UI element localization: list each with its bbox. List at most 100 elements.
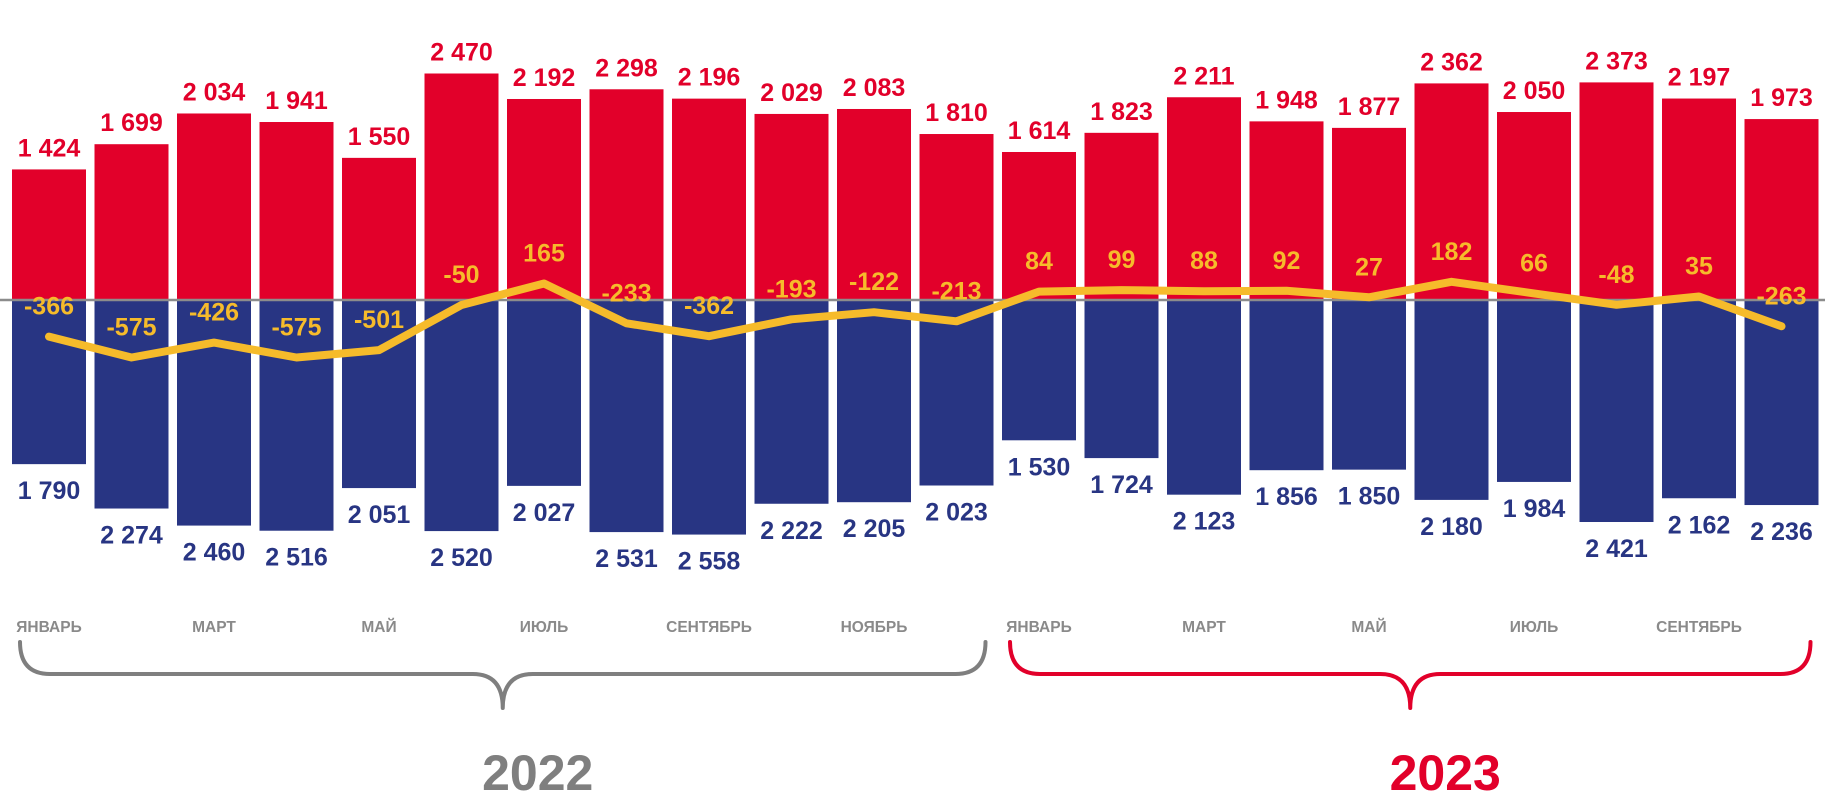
label-positive-22: 1 973: [1750, 84, 1813, 112]
label-balance-11: -122: [849, 268, 899, 296]
label-balance-20: -48: [1598, 261, 1634, 289]
bar-negative-7: [507, 300, 581, 486]
year-brace-1: [18, 640, 988, 710]
label-balance-8: -233: [601, 279, 651, 307]
bar-positive-19: [1497, 112, 1571, 300]
label-balance-18: 182: [1431, 238, 1473, 266]
bar-negative-2: [94, 300, 169, 509]
month-label-7: ЯНВАРЬ: [1006, 619, 1071, 636]
bar-negative-4: [259, 300, 334, 531]
bar-negative-21: [1662, 300, 1736, 499]
bar-negative-15: [1167, 300, 1241, 495]
label-negative-6: 2 520: [430, 544, 493, 572]
label-positive-1: 1 424: [18, 134, 81, 162]
bar-negative-19: [1497, 300, 1571, 482]
label-balance-1: -366: [24, 293, 74, 321]
bar-positive-20: [1579, 82, 1654, 300]
label-positive-11: 2 083: [843, 74, 906, 102]
month-label-5: СЕНТЯБРЬ: [666, 619, 752, 636]
label-positive-2: 1 699: [100, 109, 163, 137]
month-axis: ЯНВАРЬ МАРТ МАЙ ИЮЛЬ СЕНТЯБРЬ НОЯБРЬ ЯНВАРЬ МАР…: [16, 618, 1742, 636]
label-balance-2: -575: [106, 314, 156, 342]
label-positive-3: 2 034: [183, 78, 246, 106]
bar-negative-22: [1744, 300, 1819, 506]
label-negative-11: 2 205: [843, 515, 906, 543]
month-label-6: НОЯБРЬ: [841, 619, 908, 636]
label-negative-9: 2 558: [678, 548, 741, 576]
labels-balance: -366 -575 -426 -575 -501 -50 165 -233 -362 -193 -1…: [24, 238, 1807, 342]
bar-negative-8: [589, 300, 664, 533]
labels-positive: 1 424 1 699 2 034 1 941 1 550 2 470 2 192 2 298…: [18, 39, 1813, 163]
label-balance-22: -263: [1756, 282, 1806, 310]
labels-negative: 1 790 2 274 2 460 2 516 2 051 2 520 2 027 2 531…: [18, 453, 1813, 575]
bar-positive-18: [1414, 83, 1489, 300]
label-negative-10: 2 222: [760, 517, 823, 545]
bar-positive-22: [1744, 119, 1819, 300]
label-negative-12: 2 023: [925, 499, 988, 527]
bar-positive-1: [12, 169, 86, 300]
label-negative-16: 1 856: [1255, 483, 1318, 511]
bar-positive-2: [94, 144, 169, 300]
bar-negative-13: [1002, 300, 1076, 441]
bar-negative-10: [754, 300, 829, 504]
label-negative-18: 2 180: [1420, 513, 1483, 541]
bars-positive: [12, 73, 1819, 301]
bar-positive-7: [507, 98, 581, 301]
label-positive-20: 2 373: [1585, 47, 1648, 75]
label-positive-12: 1 810: [925, 99, 988, 127]
bar-negative-12: [919, 300, 994, 486]
bar-positive-21: [1662, 98, 1736, 301]
label-positive-19: 2 050: [1503, 77, 1566, 105]
month-label-8: МАРТ: [1182, 619, 1226, 636]
label-negative-5: 2 051: [348, 501, 411, 529]
year-groups: 2022 2023: [18, 640, 1813, 796]
bar-positive-15: [1167, 97, 1241, 300]
bar-negative-20: [1579, 300, 1654, 523]
bar-positive-10: [754, 113, 829, 300]
label-negative-13: 1 530: [1008, 453, 1071, 481]
label-balance-16: 92: [1273, 247, 1301, 275]
label-balance-15: 88: [1190, 247, 1218, 275]
label-positive-18: 2 362: [1420, 48, 1483, 76]
month-label-4: ИЮЛЬ: [520, 619, 569, 636]
bar-negative-6: [424, 300, 499, 532]
month-label-9: МАЙ: [1351, 618, 1386, 636]
month-label-3: МАЙ: [361, 618, 396, 636]
label-negative-2: 2 274: [100, 522, 163, 550]
bar-negative-1: [12, 300, 86, 465]
label-balance-13: 84: [1025, 248, 1053, 276]
bar-negative-16: [1249, 300, 1324, 471]
bar-negative-3: [177, 300, 251, 526]
bar-negative-14: [1084, 300, 1159, 459]
year-label-1: 2022: [482, 745, 593, 796]
label-positive-5: 1 550: [348, 123, 411, 151]
label-balance-3: -426: [189, 299, 239, 327]
label-positive-14: 1 823: [1090, 98, 1153, 126]
label-balance-5: -501: [354, 306, 404, 334]
label-positive-4: 1 941: [265, 87, 328, 115]
month-label-10: ИЮЛЬ: [1510, 619, 1559, 636]
label-negative-17: 1 850: [1338, 483, 1401, 511]
bar-negative-17: [1332, 300, 1406, 470]
label-balance-7: 165: [523, 240, 565, 268]
balance-line: [45, 277, 1786, 362]
label-positive-21: 2 197: [1668, 64, 1731, 92]
bar-positive-6: [424, 73, 499, 300]
label-balance-4: -575: [271, 314, 321, 342]
bar-positive-5: [342, 157, 416, 300]
bar-positive-12: [919, 134, 994, 300]
label-positive-13: 1 614: [1008, 117, 1071, 145]
bar-negative-18: [1414, 300, 1489, 500]
label-balance-9: -362: [684, 292, 734, 320]
year-brace-2: [1008, 640, 1813, 710]
label-negative-15: 2 123: [1173, 508, 1236, 536]
bar-positive-16: [1249, 121, 1324, 300]
month-label-2: МАРТ: [192, 619, 236, 636]
label-balance-21: 35: [1685, 253, 1713, 281]
bar-positive-3: [177, 113, 251, 300]
label-positive-17: 1 877: [1338, 93, 1401, 121]
bar-positive-8: [589, 89, 664, 300]
month-label-1: ЯНВАРЬ: [16, 619, 81, 636]
label-positive-15: 2 211: [1173, 62, 1234, 90]
